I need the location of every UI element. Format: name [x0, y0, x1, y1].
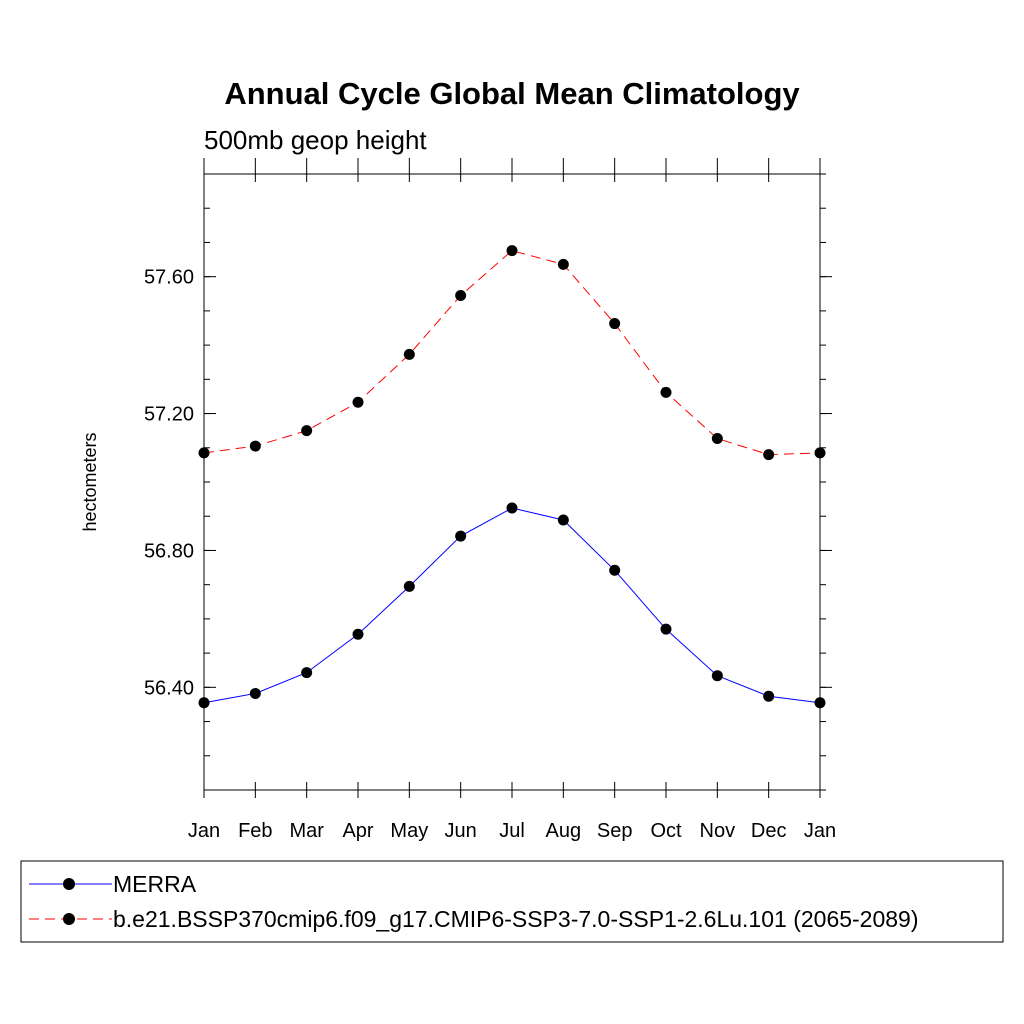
data-point	[711, 433, 723, 445]
data-point	[609, 564, 621, 576]
x-tick-label: Jan	[804, 820, 836, 842]
x-tick-label: Oct	[650, 820, 682, 842]
data-point	[455, 530, 467, 542]
data-point	[249, 687, 261, 699]
x-tick-label: Jul	[499, 820, 525, 842]
data-point	[249, 440, 261, 452]
chart-subtitle: 500mb geop height	[204, 125, 427, 155]
y-tick-label: 57.60	[144, 267, 194, 289]
data-point	[455, 289, 467, 301]
data-point	[352, 628, 364, 640]
data-point	[506, 502, 518, 514]
data-point	[814, 447, 826, 459]
y-tick-label: 56.40	[144, 677, 194, 699]
series-line-1	[203, 250, 821, 456]
data-point	[557, 514, 569, 526]
series-layer	[198, 245, 826, 709]
x-tick-label: Nov	[700, 820, 736, 842]
data-point	[403, 580, 415, 592]
y-axis-label: hectometers	[80, 432, 100, 531]
data-point	[660, 623, 672, 635]
legend: MERRA b.e21.BSSP370cmip6.f09_g17.CMIP6-S…	[20, 860, 1004, 943]
data-point	[506, 245, 518, 257]
data-point	[198, 447, 210, 459]
x-tick-label: Aug	[546, 820, 582, 842]
data-point	[301, 667, 313, 679]
legend-box	[20, 860, 1004, 943]
x-tick-label: Jun	[445, 820, 477, 842]
data-point	[557, 258, 569, 270]
x-tick-label: Sep	[597, 820, 633, 842]
legend-marker-model	[63, 913, 75, 925]
plot-frame	[203, 173, 821, 791]
x-tick-label: Apr	[342, 820, 373, 842]
data-point	[814, 697, 826, 709]
data-point	[763, 690, 775, 702]
data-point	[352, 396, 364, 408]
data-point	[711, 670, 723, 682]
axes: Jan Feb Mar Apr May Jun Jul Aug Sep Oct Nov Dec Jan 5…	[144, 158, 836, 842]
y-tick-label: 57.20	[144, 404, 194, 426]
x-tick-label: Dec	[751, 820, 787, 842]
data-point	[660, 386, 672, 398]
data-point	[301, 425, 313, 437]
y-tick-label: 56.80	[144, 540, 194, 562]
x-tick-label: Mar	[289, 820, 324, 842]
series-line-0	[203, 507, 821, 704]
x-tick-label: May	[390, 820, 428, 842]
legend-marker-merra	[63, 878, 75, 890]
data-point	[403, 348, 415, 360]
legend-label-model: b.e21.BSSP370cmip6.f09_g17.CMIP6-SSP3-7.…	[113, 906, 919, 932]
x-tick-label: Jan	[188, 820, 220, 842]
data-point	[609, 318, 621, 330]
data-point	[198, 697, 210, 709]
chart-title: Annual Cycle Global Mean Climatology	[224, 76, 800, 111]
x-tick-label: Feb	[238, 820, 272, 842]
legend-label-merra: MERRA	[113, 871, 197, 897]
data-point	[763, 449, 775, 461]
